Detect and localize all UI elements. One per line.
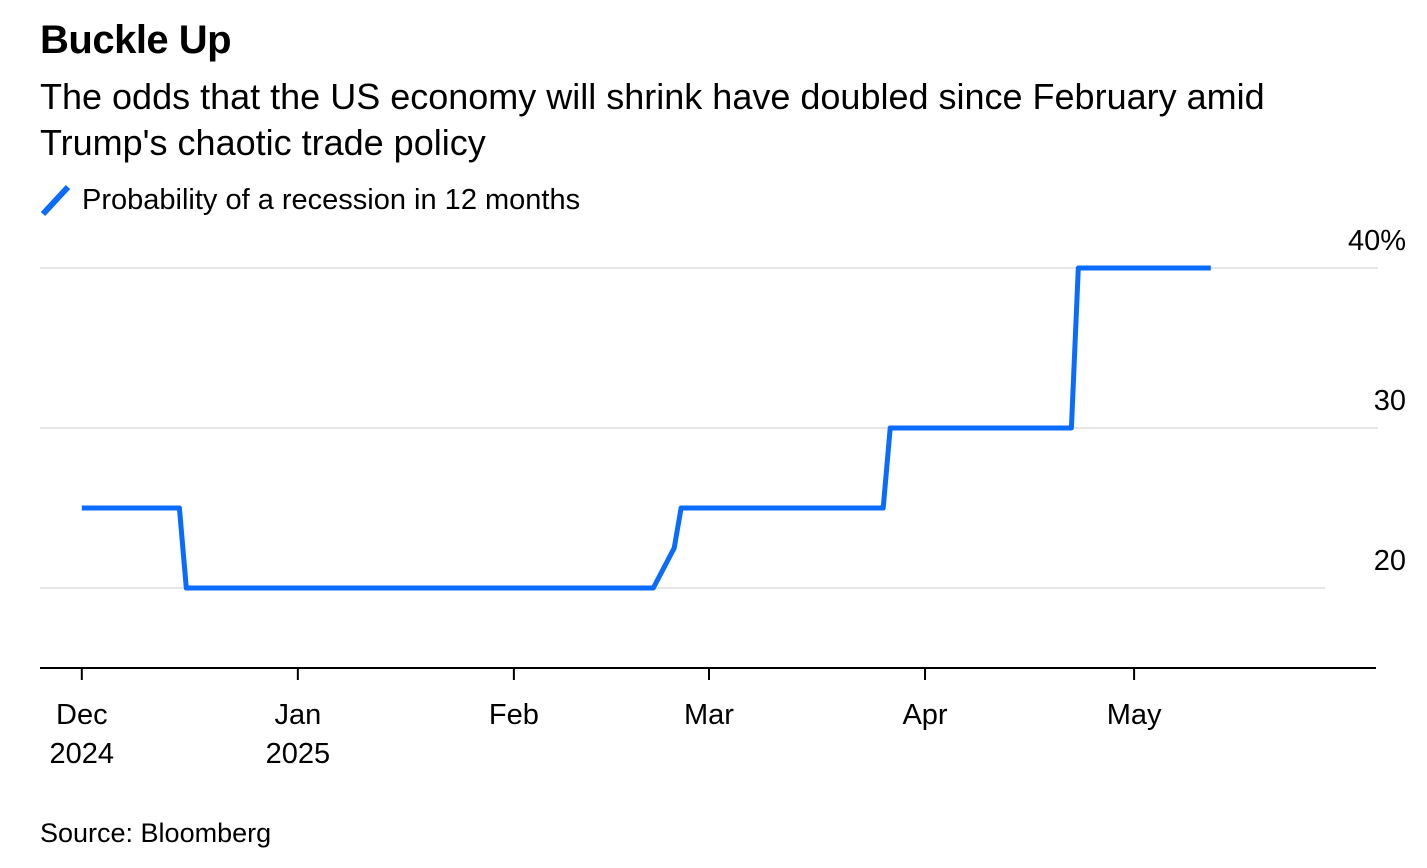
legend: Probability of a recession in 12 months [40, 180, 580, 220]
x-tick-year-label: 2024 [50, 738, 115, 770]
y-tick-label: 40% [1348, 225, 1406, 257]
source-note: Source: Bloomberg [40, 818, 272, 848]
legend-line-icon [40, 184, 71, 217]
x-tick-label: Dec [56, 699, 108, 731]
chart-subtitle: The odds that the US economy will shrink… [40, 76, 1265, 163]
y-tick-label: 30 [1374, 385, 1406, 417]
x-tick-label: Feb [489, 699, 539, 731]
legend-label: Probability of a recession in 12 months [82, 183, 581, 216]
x-tick-label: May [1107, 699, 1162, 731]
x-tick-year-label: 2025 [266, 738, 331, 770]
chart-title: Buckle Up [40, 18, 232, 62]
series-line [81, 265, 1211, 591]
y-tick-label: 20 [1374, 545, 1406, 577]
x-tick-label: Mar [684, 699, 734, 731]
x-tick-label: Apr [902, 699, 947, 731]
x-tick-label: Jan [274, 699, 321, 731]
